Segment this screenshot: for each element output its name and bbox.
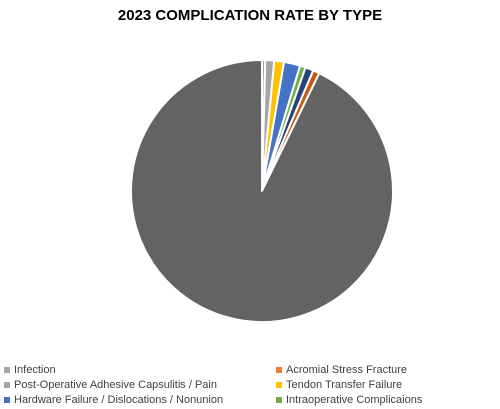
legend-swatch [4, 367, 10, 373]
legend-item: Acromial Stress Fracture [276, 363, 407, 377]
legend-item: Hardware Failure / Dislocations / Nonuni… [4, 393, 223, 407]
legend-item: Tendon Transfer Failure [276, 378, 402, 392]
legend-label: Acromial Stress Fracture [286, 364, 408, 376]
legend-swatch [4, 397, 10, 403]
legend-swatch [4, 382, 10, 388]
legend-item: Intraoperative Complicaions [276, 393, 422, 407]
pie-slices [130, 58, 394, 323]
legend: Infection Acromial Stress Fracture Post-… [0, 360, 500, 408]
legend-label: Intraoperative Complicaions [286, 394, 423, 406]
legend-swatch [276, 367, 282, 373]
legend-swatch [276, 397, 282, 403]
pie-slice [130, 59, 394, 323]
chart-title: 2023 COMPLICATION RATE BY TYPE [117, 7, 383, 24]
legend-label: Post-Operative Adhesive Capsulitis / Pai… [14, 379, 217, 391]
legend-item: Post-Operative Adhesive Capsulitis / Pai… [4, 378, 217, 392]
legend-swatch [276, 382, 282, 388]
legend-item: Infection [4, 363, 56, 377]
legend-label: Tendon Transfer Failure [286, 379, 403, 391]
legend-label: Hardware Failure / Dislocations / Nonuni… [14, 394, 224, 406]
legend-label: Infection [14, 364, 56, 376]
